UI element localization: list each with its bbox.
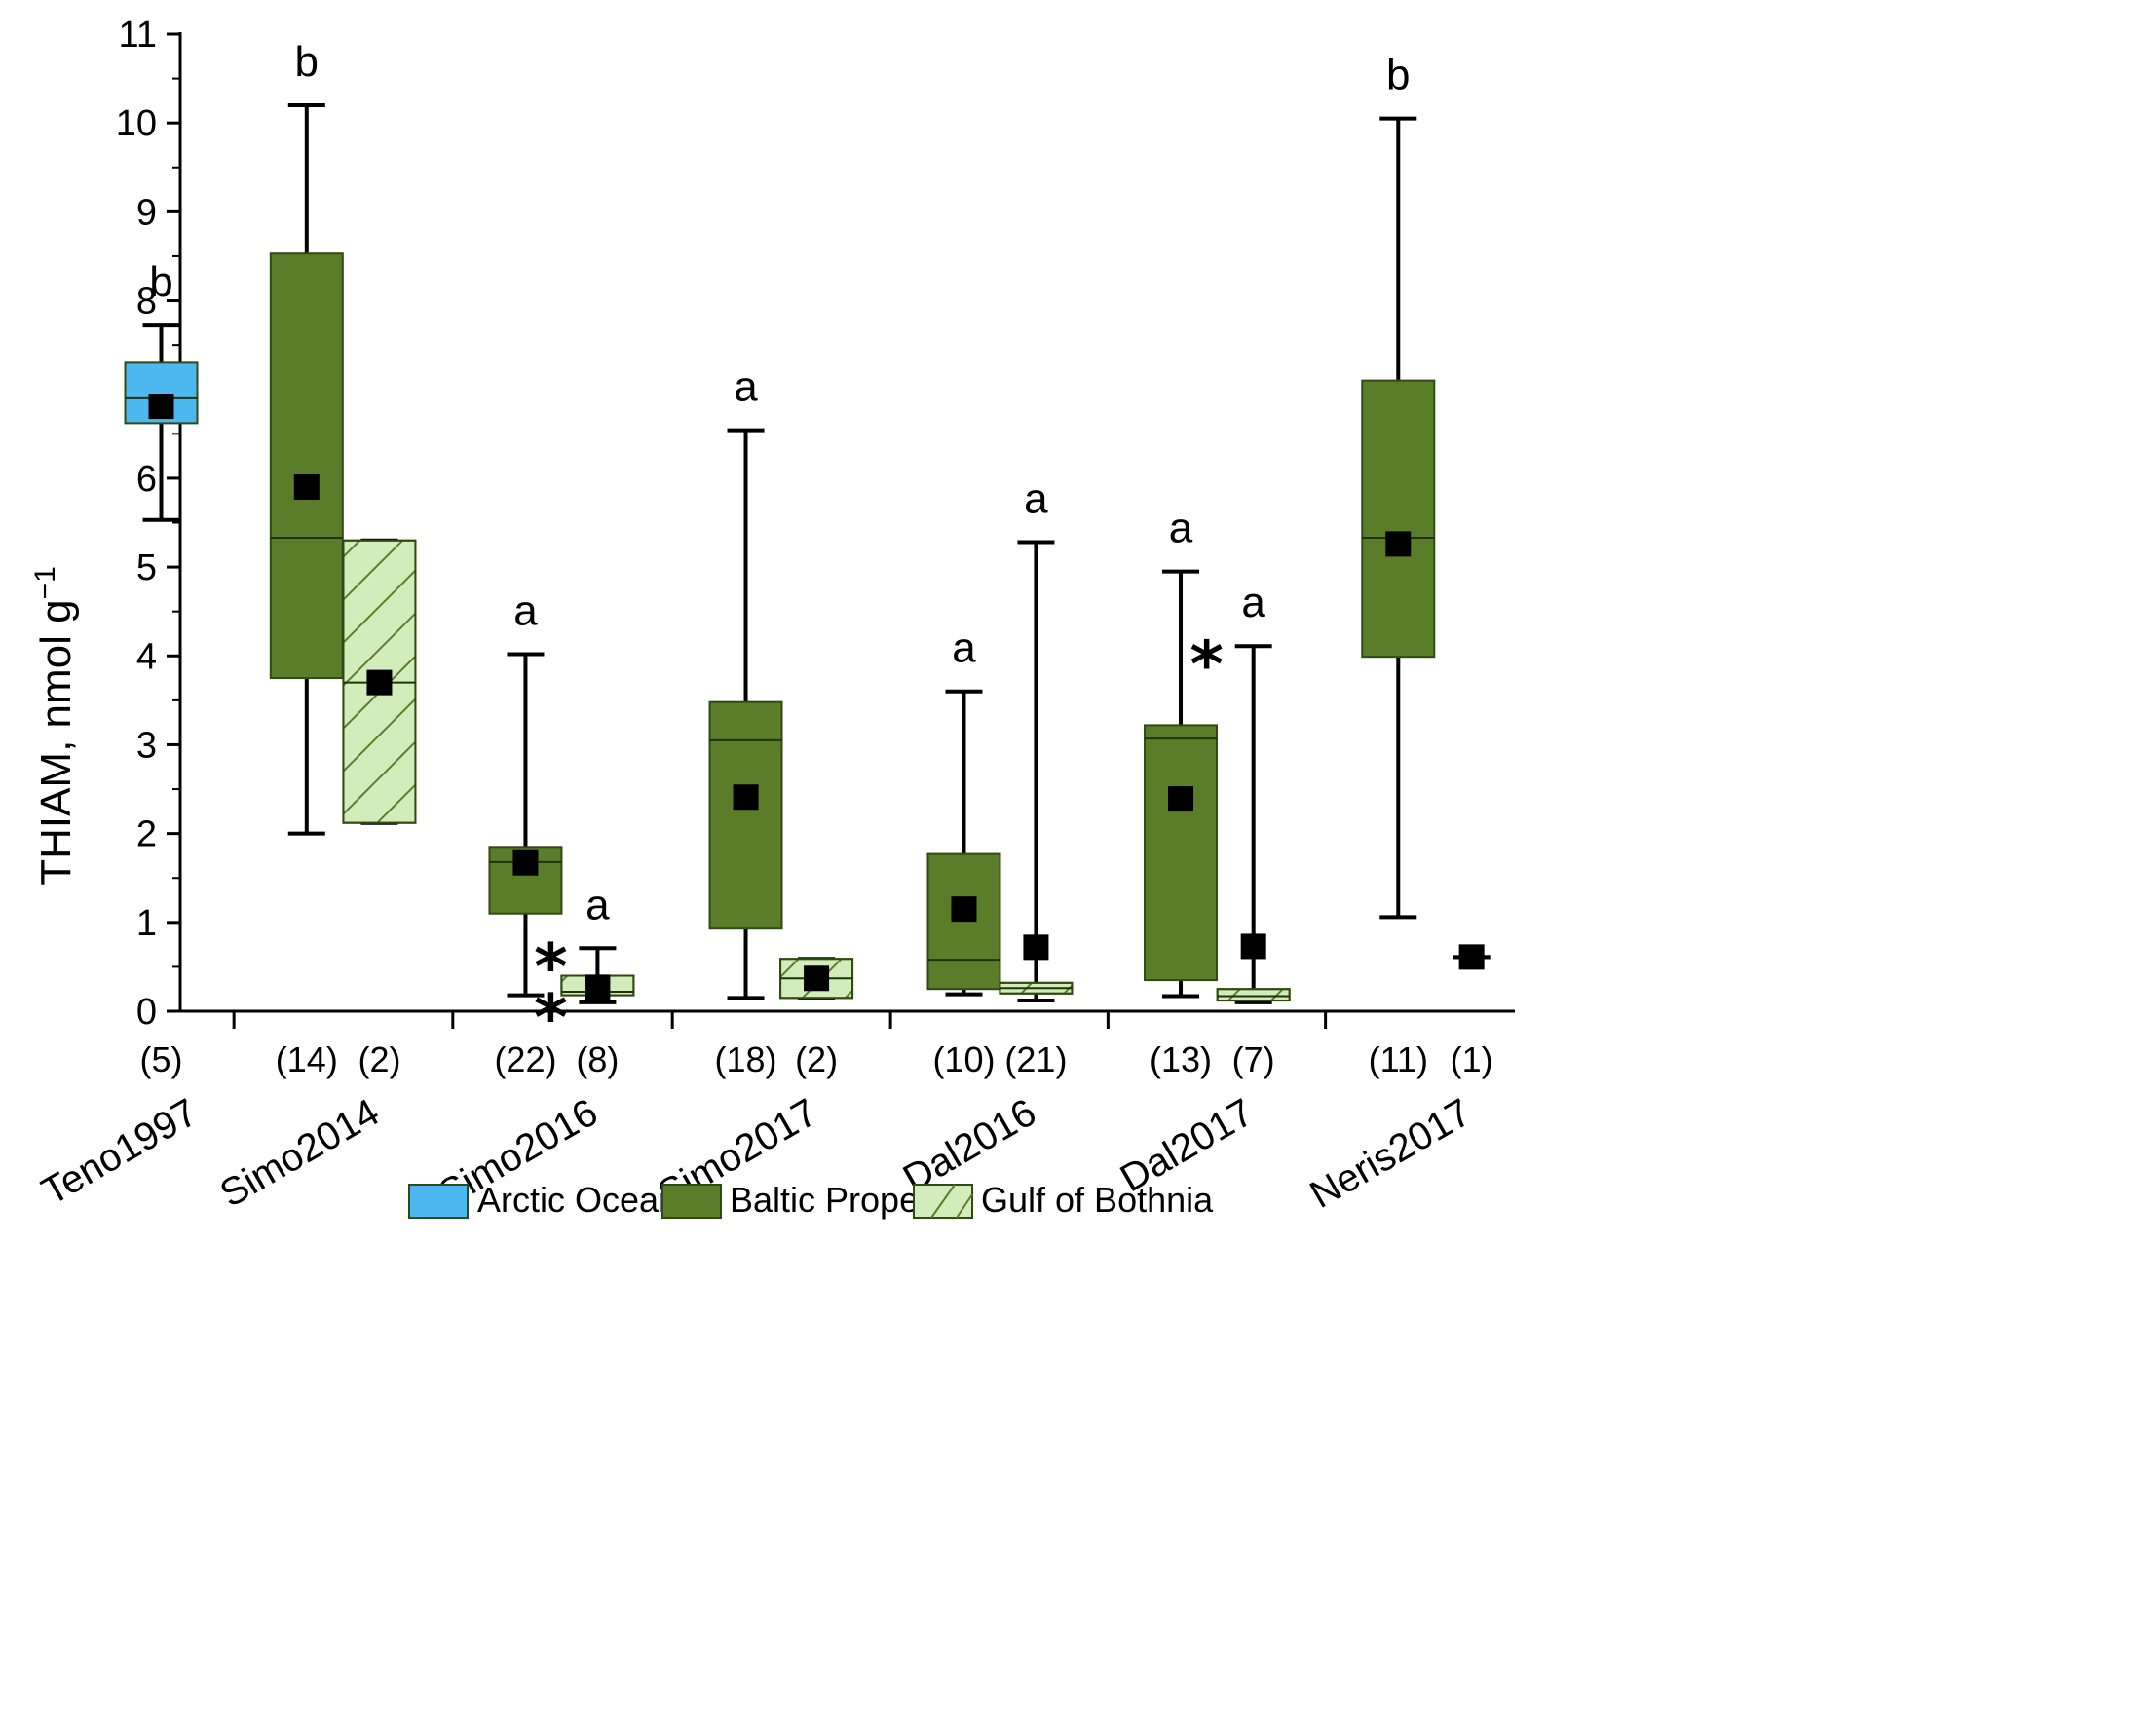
sample-size-label: (22) bbox=[494, 1039, 556, 1079]
sample-size-label: (8) bbox=[576, 1039, 619, 1079]
box-iqr bbox=[708, 700, 783, 930]
y-axis-label-text: THIAM, nmol g bbox=[32, 599, 80, 885]
box-neris2017-gulf-of-bothnia: (1) bbox=[1451, 944, 1493, 1079]
mean-marker bbox=[1023, 934, 1049, 961]
sample-size-label: (13) bbox=[1150, 1039, 1212, 1079]
sample-size-label: (1) bbox=[1451, 1039, 1493, 1079]
legend-hatch-line bbox=[956, 1193, 973, 1219]
significance-letter: a bbox=[1241, 579, 1265, 626]
box-simo2017-gulf-of-bothnia: (2) bbox=[779, 957, 854, 1079]
x-axis bbox=[180, 1009, 1515, 1029]
mean-marker bbox=[148, 394, 174, 420]
legend-item-arctic-ocean: Arctic Ocean bbox=[408, 1180, 678, 1220]
group-label: Teno1997 bbox=[35, 1091, 205, 1214]
y-tick-label: 3 bbox=[136, 725, 157, 766]
box-iqr bbox=[269, 252, 344, 680]
outlier-star: * bbox=[534, 929, 568, 1004]
y-tick-label: 11 bbox=[119, 15, 157, 56]
y-tick-label: 1 bbox=[136, 903, 157, 944]
box-simo2016-baltic-proper: a (22) bbox=[488, 586, 563, 1079]
y-axis: 01234567891011 bbox=[116, 15, 182, 1033]
box-teno1997-arctic-ocean: b (5) bbox=[124, 258, 199, 1079]
mean-marker bbox=[1240, 933, 1266, 960]
mean-marker bbox=[585, 974, 611, 1000]
mean-marker bbox=[804, 965, 830, 992]
sample-size-label: (5) bbox=[140, 1039, 183, 1079]
significance-letter: a bbox=[952, 624, 976, 672]
outlier-star: * bbox=[1189, 627, 1224, 702]
legend-swatch bbox=[408, 1184, 469, 1219]
legend-label: Arctic Ocean bbox=[477, 1180, 678, 1220]
mean-marker bbox=[733, 784, 759, 811]
legend-item-gulf-of-bothnia: Gulf of Bothnia bbox=[913, 1180, 1214, 1220]
y-tick-label: 4 bbox=[136, 636, 157, 677]
mean-marker bbox=[293, 474, 320, 501]
y-tick-label: 8 bbox=[136, 282, 157, 322]
box-dal2017-gulf-of-bothnia: a * (7) bbox=[1189, 579, 1291, 1079]
significance-letter: b bbox=[1386, 52, 1410, 99]
significance-letter: a bbox=[1169, 505, 1193, 552]
significance-letter: b bbox=[149, 258, 172, 306]
sample-size-label: (7) bbox=[1232, 1039, 1275, 1079]
mean-marker bbox=[1458, 944, 1485, 970]
y-axis-label-superscript: −1 bbox=[29, 566, 61, 599]
mean-marker bbox=[1385, 531, 1412, 557]
legend-label: Baltic Proper bbox=[730, 1180, 930, 1220]
y-tick-label: 2 bbox=[136, 814, 157, 855]
box-simo2016-gulf-of-bothnia: a **(8) bbox=[534, 881, 635, 1079]
sample-size-label: (18) bbox=[715, 1039, 777, 1079]
group-label: Simo2014 bbox=[213, 1091, 387, 1216]
sample-size-label: (10) bbox=[932, 1039, 995, 1079]
y-tick-label: 9 bbox=[136, 192, 157, 233]
sample-size-label: (2) bbox=[358, 1039, 400, 1079]
legend-swatch bbox=[661, 1184, 722, 1219]
box-simo2014-baltic-proper: b (14) bbox=[269, 38, 344, 1079]
mean-marker bbox=[1168, 786, 1194, 812]
significance-letter: a bbox=[1024, 475, 1048, 523]
legend-hatch-line bbox=[930, 1184, 956, 1219]
box-simo2014-gulf-of-bothnia: (2) bbox=[342, 538, 417, 1079]
mean-marker bbox=[951, 896, 977, 923]
significance-letter: a bbox=[734, 363, 758, 411]
mean-marker bbox=[512, 849, 539, 876]
y-tick-label: 5 bbox=[136, 547, 157, 588]
box-neris2017-baltic-proper: b (11) bbox=[1361, 52, 1436, 1079]
group-label: Neris2017 bbox=[1303, 1091, 1479, 1217]
significance-letter: a bbox=[513, 586, 538, 634]
box-iqr bbox=[1361, 379, 1436, 659]
box-hatch bbox=[1216, 988, 1291, 1002]
box-dal2016-gulf-of-bothnia: a (21) bbox=[999, 475, 1074, 1079]
legend-item-baltic-proper: Baltic Proper bbox=[661, 1180, 930, 1220]
y-tick-label: 10 bbox=[116, 103, 157, 144]
significance-letter: a bbox=[585, 881, 610, 928]
mean-marker bbox=[366, 669, 393, 696]
box-dal2017-baltic-proper: a (13) bbox=[1144, 505, 1219, 1079]
sample-size-label: (2) bbox=[795, 1039, 838, 1079]
legend: Arctic Ocean Baltic Proper Gulf of Bothnia bbox=[408, 1180, 1214, 1220]
box-dal2016-baltic-proper: a (10) bbox=[926, 624, 1001, 1079]
y-tick-label: 6 bbox=[136, 459, 157, 500]
sample-size-label: (11) bbox=[1369, 1039, 1428, 1079]
y-tick-label: 0 bbox=[136, 992, 157, 1033]
box-simo2017-baltic-proper: a (18) bbox=[708, 363, 783, 1079]
significance-letter: b bbox=[295, 38, 319, 86]
sample-size-label: (14) bbox=[276, 1039, 338, 1079]
sample-size-label: (21) bbox=[1004, 1039, 1067, 1079]
outlier-star: * bbox=[534, 980, 568, 1055]
y-axis-label: THIAM, nmol g−1 bbox=[29, 566, 80, 886]
box-iqr bbox=[1144, 724, 1219, 982]
legend-label: Gulf of Bothnia bbox=[981, 1180, 1214, 1220]
